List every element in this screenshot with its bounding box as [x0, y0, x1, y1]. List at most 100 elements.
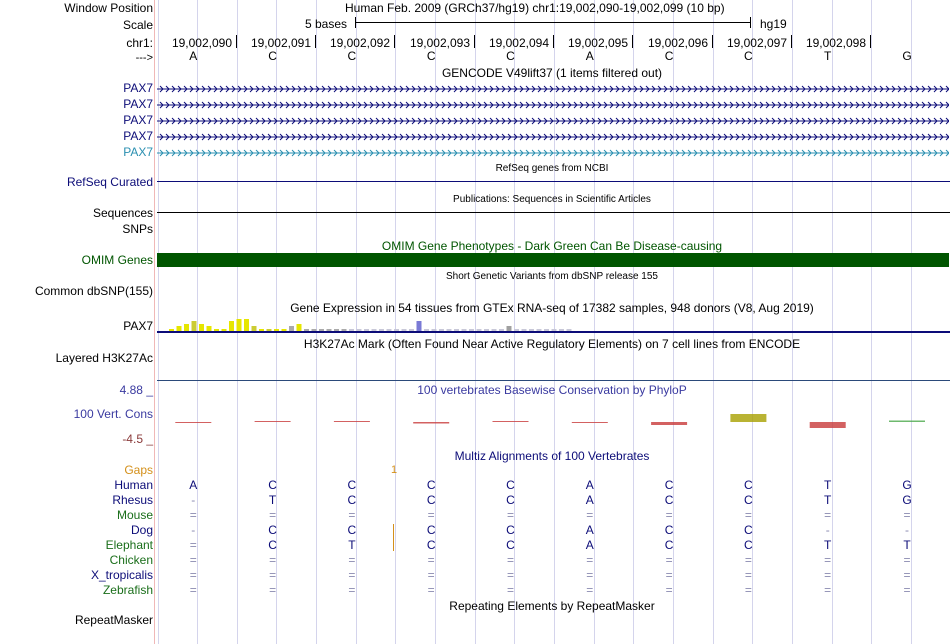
phylop-score-bar[interactable]: [571, 422, 608, 423]
omim-gene-bar[interactable]: [157, 253, 949, 267]
omim-label[interactable]: OMIM Genes: [81, 253, 153, 267]
gtex-tissue-bar[interactable]: [559, 329, 564, 331]
gtex-tissue-bar[interactable]: [476, 329, 482, 331]
phylop-score-bar[interactable]: [175, 422, 212, 423]
gencode-transcript[interactable]: [157, 83, 949, 93]
gtex-tissue-bar[interactable]: [341, 329, 347, 331]
gtex-tissue-bar[interactable]: [379, 329, 384, 331]
gtex-tissue-bar[interactable]: [289, 326, 294, 331]
gtex-tissue-bar[interactable]: [446, 329, 452, 331]
dbsnp-label[interactable]: Common dbSNP(155): [34, 284, 153, 298]
snps-label[interactable]: SNPs: [122, 222, 153, 236]
refseq-gene-line[interactable]: [157, 181, 950, 182]
phylop-score-bar[interactable]: [889, 420, 925, 423]
gtex-tissue-bar[interactable]: [514, 329, 519, 331]
gtex-tissue-bar[interactable]: [191, 321, 197, 331]
species-label[interactable]: Rhesus: [112, 493, 153, 507]
conservation-label[interactable]: 100 Vert. Cons: [73, 407, 153, 421]
gtex-tissue-bar[interactable]: [296, 324, 302, 331]
phylop-score-bar[interactable]: [730, 414, 767, 422]
gtex-tissue-bar[interactable]: [274, 329, 279, 331]
gtex-tissue-bar[interactable]: [469, 329, 474, 331]
gtex-tissue-bar[interactable]: [184, 324, 189, 331]
gtex-tissue-bar[interactable]: [169, 329, 174, 331]
gtex-tissue-bar[interactable]: [484, 329, 489, 331]
species-label[interactable]: Human: [114, 478, 153, 492]
gtex-tissue-bar[interactable]: [364, 329, 369, 331]
gtex-tissue-bar[interactable]: [544, 329, 549, 331]
gencode-gene-label[interactable]: PAX7: [123, 81, 153, 95]
gtex-tissue-bar[interactable]: [199, 324, 204, 331]
gtex-tissue-bar[interactable]: [319, 329, 324, 331]
gencode-gene-label[interactable]: PAX7: [123, 113, 153, 127]
gtex-tissue-bar[interactable]: [551, 329, 557, 331]
gencode-transcript[interactable]: [157, 115, 949, 125]
species-label[interactable]: Mouse: [116, 508, 153, 522]
gtex-tissue-bar[interactable]: [251, 326, 257, 331]
species-label[interactable]: Dog: [130, 523, 153, 537]
gtex-tissue-bar[interactable]: [311, 329, 317, 331]
gtex-tissue-bar[interactable]: [221, 329, 227, 331]
gtex-tissue-bar[interactable]: [491, 329, 497, 331]
species-label[interactable]: Chicken: [109, 553, 153, 567]
gtex-tissue-bar[interactable]: [334, 329, 339, 331]
gtex-tissue-bar[interactable]: [304, 329, 309, 331]
gtex-tissue-bar[interactable]: [401, 329, 407, 331]
phylop-score-bar[interactable]: [651, 422, 688, 425]
phylop-score-bar[interactable]: [492, 421, 529, 422]
gtex-tissue-bar[interactable]: [236, 319, 242, 331]
gtex-tissue-bar[interactable]: [439, 329, 444, 331]
h3k27ac-label[interactable]: Layered H3K27Ac: [55, 351, 153, 365]
phylop-score-bar[interactable]: [333, 421, 370, 422]
gtex-tissue-bar[interactable]: [529, 329, 534, 331]
gencode-gene-label[interactable]: PAX7: [123, 129, 153, 143]
gtex-tissue-bar[interactable]: [521, 329, 527, 331]
gtex-tissue-bar[interactable]: [349, 329, 354, 331]
gtex-tissue-bar[interactable]: [259, 329, 264, 331]
species-label[interactable]: Zebrafish: [102, 583, 153, 597]
species-label[interactable]: X_tropicalis: [90, 568, 153, 582]
gtex-tissue-bar[interactable]: [356, 329, 362, 331]
gtex-tissue-bar[interactable]: [409, 329, 414, 331]
refseq-label[interactable]: RefSeq Curated: [66, 175, 153, 189]
gtex-tissue-bar[interactable]: [416, 321, 422, 331]
gtex-tissue-bar[interactable]: [326, 329, 332, 331]
gencode-gene-label[interactable]: PAX7: [123, 145, 153, 159]
gtex-tissue-bar[interactable]: [206, 326, 212, 331]
gaps-label[interactable]: Gaps: [124, 463, 153, 477]
gtex-tissue-bar[interactable]: [566, 329, 572, 331]
repeatmasker-label[interactable]: RepeatMasker: [74, 613, 153, 627]
gtex-tissue-bar[interactable]: [461, 329, 467, 331]
gtex-tissue-bar[interactable]: [176, 326, 182, 331]
alignment-base: =: [189, 553, 197, 567]
gtex-tissue-bar[interactable]: [244, 319, 249, 331]
gtex-tissue-bar[interactable]: [499, 329, 504, 331]
gtex-tissue-bar[interactable]: [386, 329, 392, 331]
gtex-label[interactable]: PAX7: [123, 319, 153, 333]
gtex-tissue-bar[interactable]: [229, 321, 234, 331]
gtex-tissue-bar[interactable]: [266, 329, 272, 331]
gencode-transcript[interactable]: [157, 147, 949, 157]
species-label[interactable]: Elephant: [105, 538, 153, 552]
phylop-chart[interactable]: [157, 400, 950, 440]
gtex-tissue-bar[interactable]: [454, 329, 459, 331]
publications-label[interactable]: Sequences: [92, 206, 153, 220]
publications-line[interactable]: [157, 212, 950, 213]
gtex-tissue-bar[interactable]: [394, 329, 399, 331]
gtex-tissue-bar[interactable]: [431, 329, 437, 331]
gencode-transcript[interactable]: [157, 131, 949, 141]
phylop-score-bar[interactable]: [254, 421, 291, 422]
phylop-score-bar[interactable]: [413, 422, 450, 424]
gencode-transcript[interactable]: [157, 99, 949, 109]
gtex-tissue-bar[interactable]: [214, 329, 219, 331]
gtex-tissue-bar[interactable]: [371, 329, 377, 331]
gtex-tissue-bar[interactable]: [424, 329, 429, 331]
gtex-tissue-bar[interactable]: [281, 329, 287, 331]
gtex-tissue-bar[interactable]: [536, 329, 542, 331]
gencode-gene-label[interactable]: PAX7: [123, 97, 153, 111]
gtex-tissue-bar[interactable]: [506, 326, 512, 331]
gtex-expression-chart[interactable]: [157, 316, 950, 334]
phylop-score-bar[interactable]: [809, 422, 846, 428]
alignment-base: G: [902, 493, 912, 507]
